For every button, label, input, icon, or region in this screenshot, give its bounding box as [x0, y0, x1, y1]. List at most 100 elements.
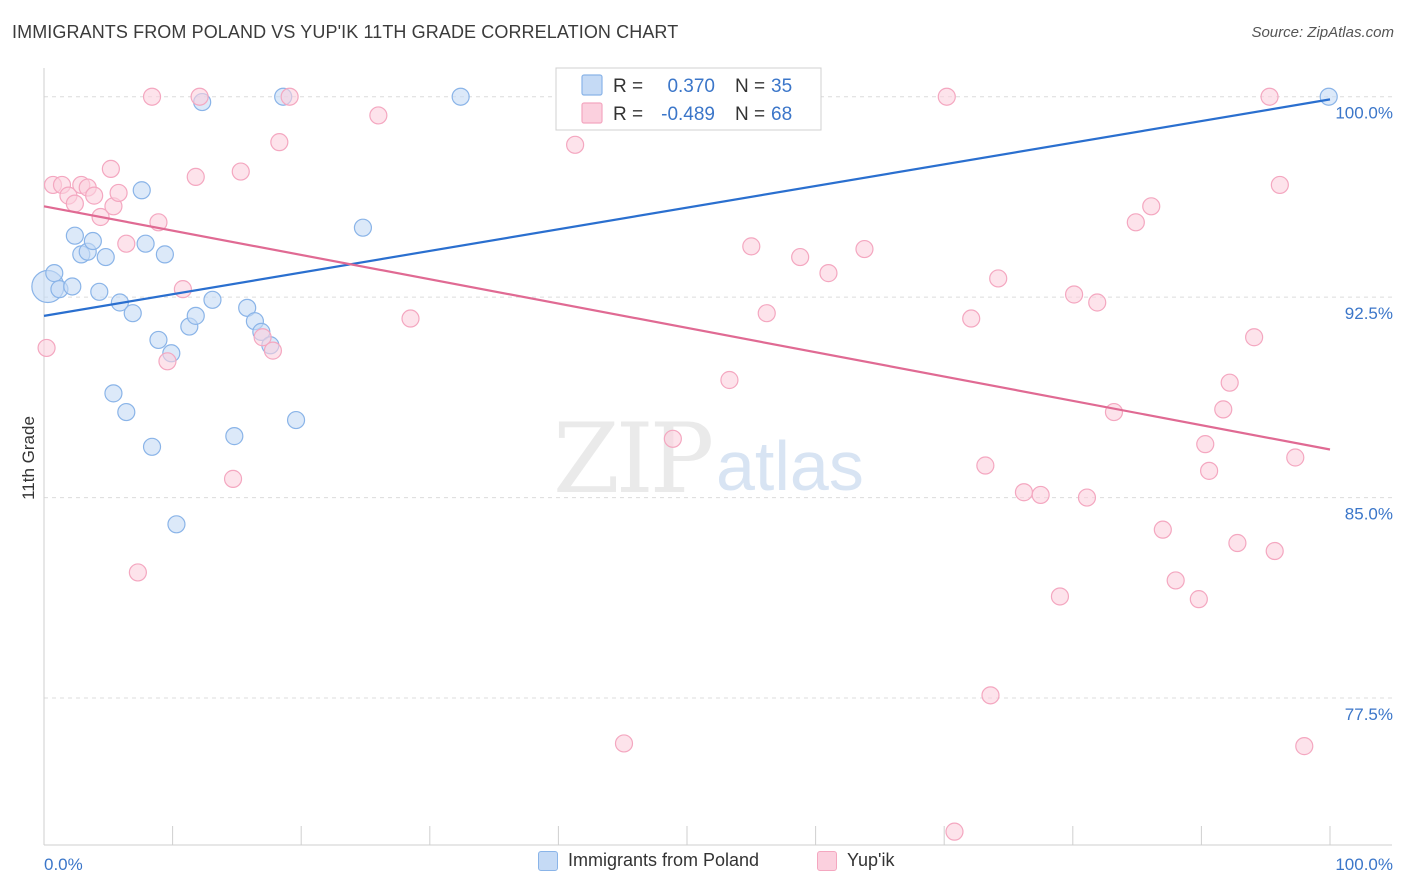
yupik-point — [369, 106, 388, 125]
gridlines — [44, 96, 1392, 699]
r-value: -0.489 — [661, 104, 715, 125]
axes — [43, 68, 1392, 846]
yupik-point — [158, 352, 177, 371]
legend-label-poland: Immigrants from Poland — [568, 850, 760, 870]
yupik-point — [742, 237, 761, 256]
yupik-point — [280, 87, 299, 106]
yupik-point — [1196, 435, 1215, 454]
yupik-point — [791, 247, 810, 267]
poland-point — [451, 87, 470, 106]
poland-point — [155, 245, 174, 264]
chart-title: IMMIGRANTS FROM POLAND VS YUP'IK 11TH GR… — [12, 22, 679, 42]
yupik-point — [1050, 587, 1070, 606]
yupik-point — [173, 280, 192, 299]
trend-lines — [43, 98, 1331, 451]
yupik-point — [566, 135, 585, 154]
yupik-point — [819, 264, 838, 283]
yupik-point — [270, 133, 289, 152]
n-label: N = — [735, 104, 765, 125]
poland-point — [65, 226, 84, 245]
yupik-point — [1077, 488, 1097, 507]
yupik-point — [65, 194, 84, 213]
yupik-point — [1220, 373, 1239, 392]
yupik-point — [1166, 571, 1185, 590]
stats-swatch-yupik — [581, 102, 603, 124]
yupik-point — [1286, 448, 1305, 467]
r-label: R = — [613, 104, 643, 125]
n-value: 68 — [771, 104, 792, 125]
r-label: R = — [613, 76, 643, 97]
yupik-point — [1214, 400, 1233, 419]
poland-point — [286, 410, 306, 430]
yupik-trend-line — [43, 205, 1331, 451]
yupik-point — [1142, 197, 1161, 216]
yupik-point — [1126, 213, 1145, 232]
poland-point — [117, 402, 136, 422]
stats-legend: R = 0.370 N = 35 R = -0.489 N = 68 — [555, 67, 822, 131]
y-tick-label: 100.0% — [1335, 104, 1393, 123]
n-value: 35 — [771, 76, 792, 97]
yupik-point — [231, 162, 250, 181]
yupik-point — [1014, 483, 1034, 502]
poland-point — [225, 427, 244, 446]
legend-swatch-yupik — [817, 850, 837, 871]
yupik-point — [1064, 285, 1084, 304]
yupik-point — [128, 563, 147, 582]
poland-point — [149, 330, 168, 350]
yupik-point — [223, 469, 243, 488]
poland-point — [45, 264, 64, 283]
poland-point — [104, 384, 123, 403]
yupik-point — [85, 186, 104, 205]
watermark-atlas: atlas — [716, 427, 864, 505]
yupik-point — [1031, 485, 1050, 505]
y-tick-label: 92.5% — [1345, 304, 1393, 323]
yupik-point — [263, 341, 283, 360]
poland-point — [96, 247, 115, 267]
poland-point — [186, 306, 205, 325]
poland-point — [136, 234, 155, 253]
yupik-point — [962, 309, 981, 328]
y-axis-title: 11th Grade — [19, 416, 38, 500]
watermark-zip: ZIP — [553, 403, 712, 515]
axis-labels: 77.5% 85.0% 92.5% 100.0% 0.0% 100.0% 11th Grad… — [19, 104, 1393, 874]
yupik-point — [1228, 533, 1247, 553]
yupik-point — [989, 269, 1008, 288]
yupik-point — [101, 159, 120, 178]
poland-point — [142, 437, 162, 456]
bottom-legend: Immigrants from Poland Yup'ik — [0, 850, 1406, 880]
legend-item-yupik[interactable]: Yup'ik — [817, 850, 894, 871]
poland-point — [63, 277, 82, 296]
yupik-point — [976, 456, 995, 475]
yupik-point — [720, 370, 739, 390]
stats-swatch-poland — [581, 74, 603, 96]
yupik-point — [117, 234, 136, 253]
x-tick-label: 0.0% — [44, 855, 83, 874]
yupik-point — [614, 734, 634, 753]
legend-item-poland[interactable]: Immigrants from Poland — [538, 850, 759, 871]
watermark: ZIP atlas — [553, 403, 864, 515]
data-points — [31, 87, 1338, 841]
y-tick-label: 77.5% — [1345, 705, 1393, 724]
poland-point — [123, 304, 142, 323]
poland-point — [203, 290, 222, 309]
legend-label-yupik: Yup'ik — [847, 850, 895, 870]
yupik-point — [945, 822, 964, 841]
source-credit: Source: ZipAtlas.com — [1251, 24, 1394, 41]
poland-point — [167, 515, 186, 534]
yupik-point — [937, 87, 956, 106]
yupik-point — [253, 328, 272, 347]
yupik-point — [981, 686, 1000, 705]
yupik-point — [1189, 590, 1208, 609]
yupik-point — [37, 338, 56, 358]
yupik-point — [1260, 87, 1279, 106]
yupik-point — [1245, 328, 1264, 347]
n-label: N = — [735, 76, 765, 97]
poland-point — [83, 231, 102, 251]
yupik-point — [1200, 461, 1219, 480]
x-tick-label: 100.0% — [1335, 855, 1393, 874]
yupik-point — [186, 167, 205, 186]
yupik-point — [190, 87, 209, 106]
r-value: 0.370 — [667, 76, 715, 97]
y-tick-label: 85.0% — [1345, 505, 1393, 524]
legend-swatch-poland — [538, 850, 558, 871]
